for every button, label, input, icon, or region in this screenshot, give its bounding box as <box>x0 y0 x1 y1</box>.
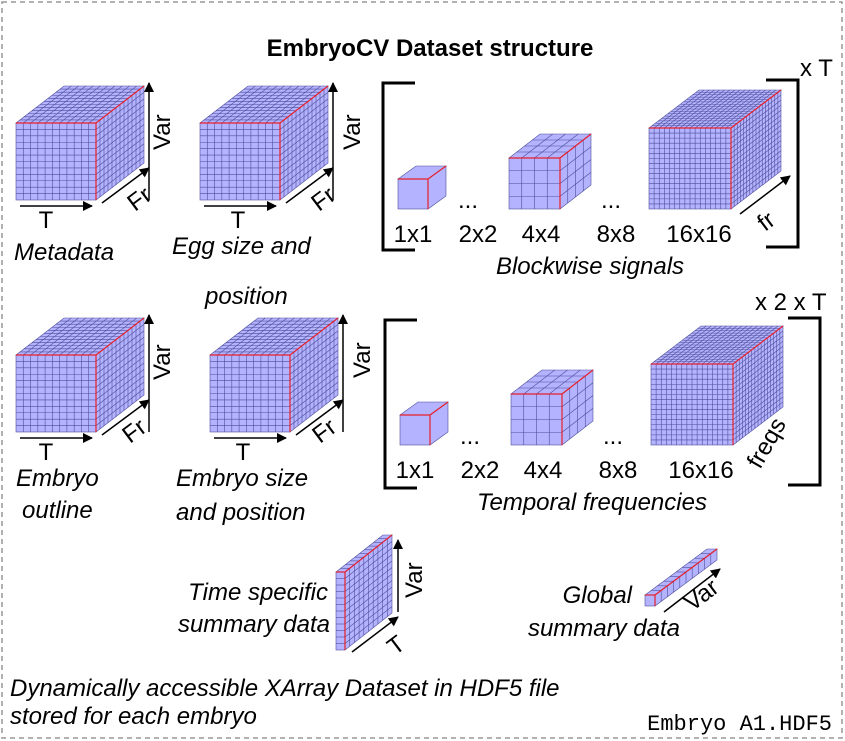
size-label: 8x8 <box>597 221 636 248</box>
axis-label-t: T <box>382 630 410 661</box>
axis-label-var: Var <box>401 562 428 598</box>
size-label: 16x16 <box>668 457 733 484</box>
left-bracket <box>383 318 417 490</box>
axis-label-t: T <box>39 207 54 234</box>
var-axis-arrow <box>663 568 721 613</box>
axis-label-t: T <box>236 439 251 466</box>
axis-label-fr: fr <box>752 206 780 236</box>
size-label: 4x4 <box>524 457 563 484</box>
freq-16x16 <box>650 325 784 446</box>
size-label: 4x4 <box>522 221 561 248</box>
embryo-size-label: Embryo size <box>176 465 308 492</box>
block-4x4 <box>508 133 592 210</box>
embryo-size-label-line2: and position <box>176 499 305 526</box>
embryo-outline-label: Embryo <box>16 465 99 492</box>
ellipsis: ... <box>460 423 480 450</box>
data-cube-1 <box>15 85 145 201</box>
footer-line2: stored for each embryo <box>10 703 257 730</box>
axis-label-fr: Fr <box>307 414 341 449</box>
footer-line1: Dynamically accessible XArray Dataset in… <box>10 675 560 702</box>
grid-line <box>559 133 592 159</box>
left-bracket <box>381 81 415 252</box>
size-label: 16x16 <box>666 221 731 248</box>
axis-label-var: Var <box>349 342 376 378</box>
grid-line <box>654 548 718 596</box>
data-cube-4 <box>209 317 339 433</box>
axis-label-var: Var <box>149 344 176 380</box>
data-cube-2 <box>199 85 329 201</box>
multiplier-label: x 2 x T <box>755 289 827 316</box>
grid-line <box>289 317 339 356</box>
axis-label-var: Var <box>149 114 176 150</box>
front-face <box>397 178 429 210</box>
global-label-line2: summary data <box>528 615 680 642</box>
grid-line <box>95 317 145 356</box>
multiplier-label: x T <box>800 55 833 82</box>
egg-size-label-line2: position <box>204 283 288 310</box>
egg-size-label: Egg size and <box>172 233 311 260</box>
block-1x1 <box>397 165 447 210</box>
block-16x16 <box>648 89 782 210</box>
front-face <box>399 414 431 446</box>
freq-4x4 <box>510 369 594 446</box>
right-bracket <box>788 316 822 487</box>
axis-label-fr: Fr <box>306 182 340 217</box>
axis-label-var: Var <box>339 114 366 150</box>
data-cube-3 <box>15 317 145 433</box>
size-label: 1x1 <box>394 221 433 248</box>
grid-line <box>730 89 782 129</box>
size-label: 8x8 <box>599 457 638 484</box>
right-bracket <box>766 78 800 249</box>
grid-line <box>427 165 447 180</box>
global-label: Global <box>563 582 633 609</box>
axis-label-fr: Fr <box>122 182 156 217</box>
embryo-outline-label-line2: outline <box>22 497 93 524</box>
time-specific-label: Time specific <box>188 579 328 606</box>
grid-line <box>561 369 594 395</box>
time-specific-slab <box>335 534 393 651</box>
grid-line <box>95 85 145 124</box>
ellipsis: ... <box>601 187 621 214</box>
filename-label: Embryo A1.HDF5 <box>647 712 832 737</box>
fr-axis-arrow <box>101 399 150 436</box>
size-label: 2x2 <box>461 457 500 484</box>
diagram-title: EmbryoCV Dataset structure <box>267 35 594 62</box>
grid-line <box>279 85 329 124</box>
axis-label-t: T <box>231 207 246 234</box>
grid-line <box>732 325 784 365</box>
grid-line <box>429 401 449 416</box>
fr-axis-arrow <box>101 167 150 204</box>
blockwise-signals-label: Blockwise signals <box>496 253 684 280</box>
temporal-frequencies-label: Temporal frequencies <box>477 489 707 516</box>
axis-label-t: T <box>39 439 54 466</box>
fr-axis-arrow <box>285 167 334 204</box>
global-bar <box>644 548 718 607</box>
ellipsis: ... <box>603 423 623 450</box>
fr-axis-arrow <box>739 175 791 215</box>
size-label: 2x2 <box>459 221 498 248</box>
time-specific-label-line2: summary data <box>178 611 330 638</box>
fr-axis-arrow <box>295 399 344 436</box>
front-face <box>644 594 656 607</box>
size-label: 1x1 <box>396 457 435 484</box>
freq-1x1 <box>399 401 449 446</box>
grid-line <box>344 534 393 573</box>
t-axis-arrow <box>351 616 399 653</box>
metadata-label: Metadata <box>14 239 114 266</box>
ellipsis: ... <box>458 187 478 214</box>
